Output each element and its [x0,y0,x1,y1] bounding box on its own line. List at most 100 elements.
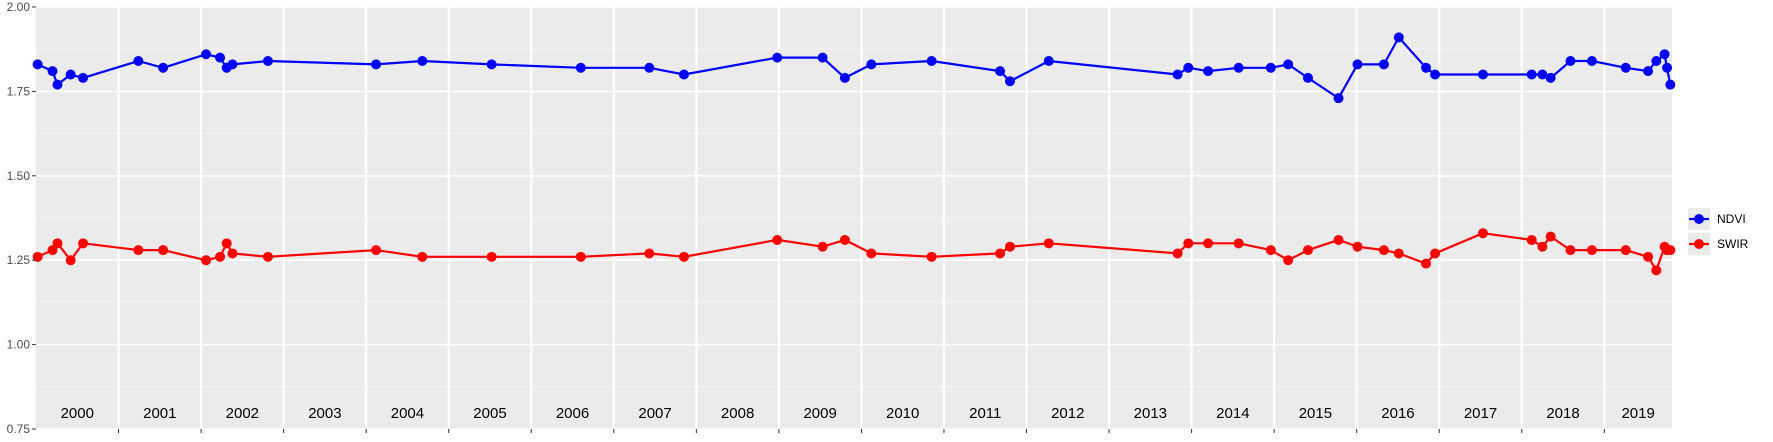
data-point-swir [1302,245,1313,256]
data-point-swir [215,251,226,262]
data-point-swir [817,241,828,252]
year-label: 2015 [1299,405,1332,422]
data-point-swir [1333,234,1344,245]
data-point-ndvi [1203,66,1214,77]
data-point-ndvi [1565,56,1576,67]
data-point-swir [644,248,655,259]
data-point-swir [1393,248,1404,259]
data-point-ndvi [1393,32,1404,43]
data-point-swir [1537,241,1548,252]
year-dividers [117,7,1606,433]
data-point-swir [1545,231,1556,242]
data-point-ndvi [644,62,655,73]
data-point-ndvi [417,56,428,67]
data-point-swir [1477,228,1488,239]
data-point-swir [1643,251,1654,262]
data-point-swir [65,255,76,266]
data-point-ndvi [227,59,238,70]
data-point-swir [1043,238,1054,249]
data-point-swir [839,234,850,245]
data-point-swir [221,238,232,249]
data-point-swir [52,238,63,249]
data-point-ndvi [215,52,226,63]
data-point-swir [1665,245,1676,256]
data-point-swir [866,248,877,259]
data-point-ndvi [1333,93,1344,104]
data-point-ndvi [1352,59,1363,70]
data-point-ndvi [201,49,212,60]
series-points [32,32,1676,276]
data-point-ndvi [1526,69,1537,80]
year-label: 2018 [1546,405,1579,422]
year-labels: 2000 2001 2002 2003 2004 2005 2006 2007 2008 2009… [61,405,1655,422]
y-tick-label: 1.50 [7,169,31,183]
data-point-swir [1265,245,1276,256]
data-point-ndvi [371,59,382,70]
data-point-swir [1526,234,1537,245]
data-point-swir [262,251,273,262]
data-point-swir [1378,245,1389,256]
data-point-swir [371,245,382,256]
data-point-swir [678,251,689,262]
data-point-swir [1203,238,1214,249]
data-point-ndvi [1662,62,1673,73]
data-point-swir [1283,255,1294,266]
data-point-ndvi [1183,62,1194,73]
data-point-ndvi [575,62,586,73]
data-point-ndvi [1172,69,1183,80]
data-point-ndvi [1421,62,1432,73]
data-point-ndvi [772,52,783,63]
year-label: 2008 [721,405,754,422]
data-point-ndvi [1651,56,1662,67]
data-point-swir [1172,248,1183,259]
data-point-swir [158,245,169,256]
data-point-ndvi [262,56,273,67]
data-point-ndvi [817,52,828,63]
year-label: 2000 [61,405,94,422]
data-point-swir [1586,245,1597,256]
data-point-ndvi [1545,72,1556,83]
year-label: 2006 [556,405,589,422]
data-point-ndvi [678,69,689,80]
data-point-ndvi [1005,76,1016,87]
data-point-swir [1620,245,1631,256]
legend: NDVI SWIR [1688,208,1749,255]
year-label: 2001 [143,405,176,422]
year-label: 2017 [1464,405,1497,422]
y-tick-label: 1.25 [7,253,31,267]
y-tick-label: 0.75 [7,422,31,436]
legend-key-marker [1694,214,1704,224]
data-point-swir [1651,265,1662,276]
data-point-swir [1352,241,1363,252]
legend-label: SWIR [1717,237,1749,251]
data-point-swir [227,248,238,259]
legend-key-marker [1694,239,1704,249]
data-point-ndvi [1665,79,1676,90]
data-point-ndvi [866,59,877,70]
year-label: 2013 [1134,405,1167,422]
data-point-ndvi [995,66,1006,77]
data-point-ndvi [1643,66,1654,77]
data-point-ndvi [1265,62,1276,73]
major-gridlines [36,6,1672,430]
year-label: 2012 [1051,405,1084,422]
data-point-ndvi [47,66,58,77]
data-point-ndvi [1620,62,1631,73]
data-point-ndvi [1283,59,1294,70]
y-tick-label: 2.00 [7,0,31,14]
data-point-swir [32,251,43,262]
data-point-ndvi [1659,49,1670,60]
year-label: 2019 [1621,405,1654,422]
year-label: 2009 [803,405,836,422]
y-tick-label: 1.75 [7,84,31,98]
data-point-ndvi [158,62,169,73]
data-point-swir [1565,245,1576,256]
data-point-swir [575,251,586,262]
data-point-ndvi [52,79,63,90]
data-point-swir [926,251,937,262]
year-label: 2005 [473,405,506,422]
data-point-ndvi [1586,56,1597,67]
data-point-swir [78,238,89,249]
data-point-ndvi [839,72,850,83]
